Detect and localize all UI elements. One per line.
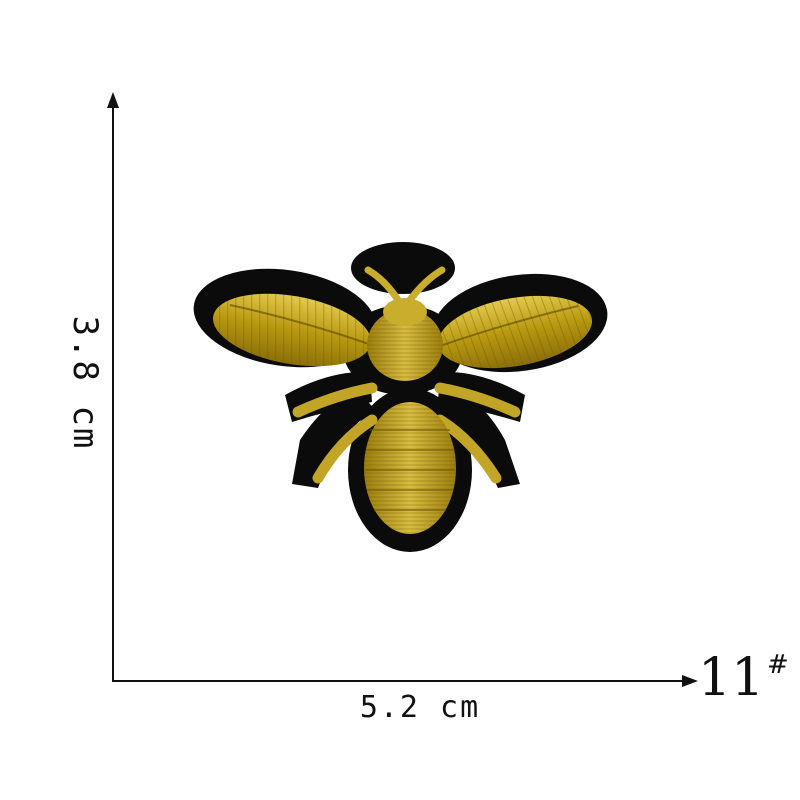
width-axis-arrow <box>682 675 698 687</box>
dimension-axes <box>107 92 698 687</box>
abdomen <box>364 402 456 534</box>
width-dimension-label: 5.2 cm <box>359 690 481 725</box>
left-wing <box>212 293 373 367</box>
bee-patch-icon <box>193 242 608 552</box>
thorax <box>367 298 443 381</box>
model-number-suffix: # <box>767 650 789 680</box>
model-number: 11 <box>698 648 765 708</box>
height-dimension-label: 3.8 cm <box>65 315 105 451</box>
legs <box>292 382 521 484</box>
right-wing <box>437 295 593 369</box>
antennae <box>364 266 446 304</box>
height-axis-arrow <box>107 92 119 108</box>
